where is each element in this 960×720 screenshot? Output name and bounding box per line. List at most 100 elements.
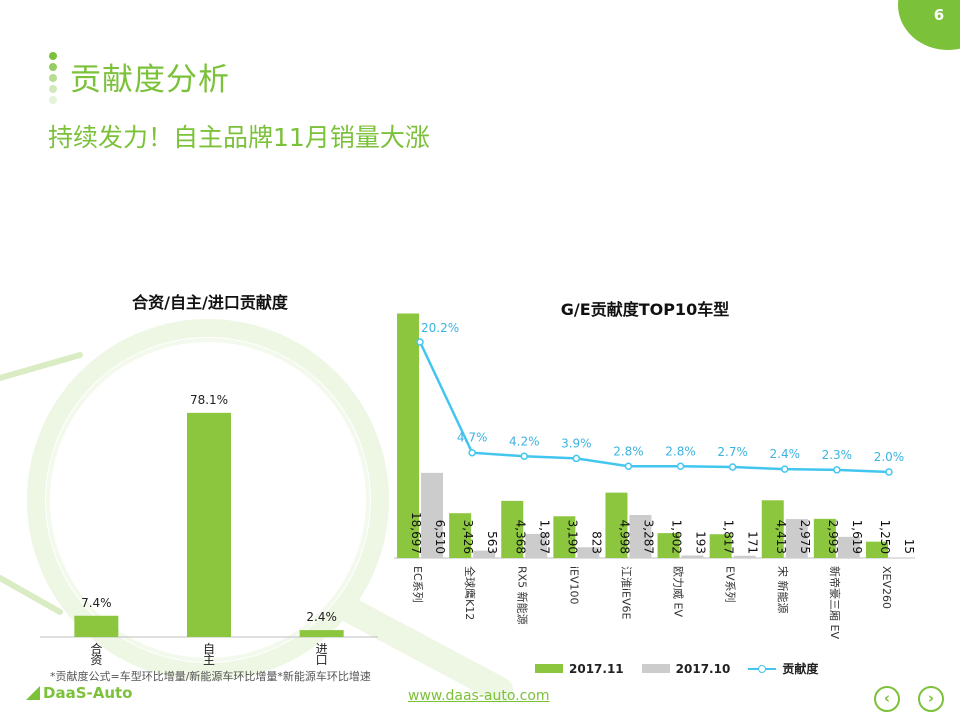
chart2-bar-2017-10 bbox=[681, 555, 704, 558]
chart2-bar-value-label: 2,993 bbox=[826, 520, 840, 554]
chart2-category-label: 全球鹰K12 bbox=[463, 566, 477, 620]
chart2-line-point bbox=[468, 448, 476, 457]
footnote: *贡献度公式=车型环比增量/新能源车环比增量*新能源车环比增速 bbox=[50, 670, 371, 683]
chart2-line-point bbox=[520, 452, 528, 461]
chart2-category-label: 宋 新能源 bbox=[776, 566, 790, 614]
chart2-bar-2017-10 bbox=[577, 547, 600, 558]
chart2-line-point bbox=[676, 462, 685, 471]
chart2-bar-value-label: 1,837 bbox=[537, 520, 551, 554]
chart2-bar-2017-10 bbox=[525, 533, 548, 558]
chart2-category-label: RX5 新能源 bbox=[515, 566, 529, 625]
chart1-category-label: 口 bbox=[316, 653, 328, 667]
chart2-line-label: 2.4% bbox=[770, 447, 801, 461]
chart2-bar-value-label: 1,817 bbox=[722, 520, 736, 554]
chart2-bar-value-label: 171 bbox=[746, 531, 760, 554]
title-dots-icon bbox=[49, 52, 59, 107]
chart2-bar-value-label: 563 bbox=[485, 531, 499, 554]
chart1-category-label: 合 bbox=[90, 641, 102, 656]
chart2-bar-2017-10 bbox=[473, 550, 496, 558]
chart2-line-label: 3.9% bbox=[561, 436, 592, 450]
chart2-line-label: 2.3% bbox=[822, 448, 853, 462]
chart2-line-label: 2.0% bbox=[874, 450, 905, 464]
chart2-title: G/E贡献度TOP10车型 bbox=[560, 300, 730, 319]
chart2-bar-2017-11 bbox=[813, 518, 836, 558]
chart1-data-label: 78.1% bbox=[190, 393, 228, 407]
chart2-line-label: 4.2% bbox=[509, 434, 540, 448]
chart2-bar-value-label: 193 bbox=[694, 531, 708, 554]
chart1-bar bbox=[74, 615, 119, 637]
chart1-category-label: 进 bbox=[316, 642, 328, 656]
chart2-bar-value-label: 3,287 bbox=[641, 520, 655, 554]
chart1-category-label: 自 bbox=[203, 642, 215, 656]
page-number: 6 bbox=[933, 6, 945, 24]
chart2-category-label: 欧力威 EV bbox=[672, 566, 685, 617]
legend-gray-swatch bbox=[641, 664, 670, 673]
chart2-bar-2017-11 bbox=[501, 500, 524, 558]
chart2-bar-2017-11 bbox=[553, 516, 576, 558]
chart2-bar-2017-11 bbox=[449, 513, 472, 558]
chart2-line-label: 2.8% bbox=[613, 444, 644, 458]
logo: DaaS-Auto bbox=[26, 684, 133, 702]
chart2-line-point bbox=[781, 465, 789, 473]
chart2-bar-2017-10 bbox=[733, 555, 756, 558]
legend-label: 贡献度 bbox=[782, 662, 819, 676]
chart2-bar-value-label: 15 bbox=[902, 539, 916, 554]
chart2-category-label: 新帝豪三厢 EV bbox=[828, 566, 842, 639]
legend-item-contribution: 贡献度 bbox=[748, 660, 818, 677]
legend-line-swatch bbox=[748, 664, 777, 673]
chart2-bar-2017-11 bbox=[397, 313, 420, 558]
chart2-bar-2017-10 bbox=[421, 472, 444, 558]
chart2-line-point bbox=[416, 338, 424, 346]
chart2-category-label: 江淮iEV6E bbox=[619, 566, 632, 620]
chart2-bar-value-label: 4,413 bbox=[774, 520, 788, 554]
page-title: 贡献度分析 bbox=[70, 62, 230, 98]
next-page-button[interactable]: › bbox=[918, 686, 944, 712]
chart2-bar-value-label: 3,190 bbox=[565, 520, 579, 554]
chart2-bar-2017-11 bbox=[761, 500, 784, 558]
chart2-bar-value-label: 1,619 bbox=[850, 520, 864, 554]
chart1-data-label: 2.4% bbox=[306, 610, 337, 624]
chart2-line-label: 2.8% bbox=[665, 444, 696, 458]
chart2-bar-value-label: 2,975 bbox=[798, 520, 812, 554]
chart1-data-label: 7.4% bbox=[81, 596, 112, 610]
legend-label: 2017.11 bbox=[569, 661, 624, 676]
chart2-bar-2017-11 bbox=[605, 492, 628, 558]
chart1-bar bbox=[187, 412, 231, 637]
chart2-line-point bbox=[624, 462, 633, 471]
logo-mark-icon bbox=[26, 686, 40, 700]
chart2-category-label: EC系列 bbox=[411, 566, 425, 603]
chart2-category-label: iEV100 bbox=[567, 566, 580, 605]
chart2-bar-value-label: 18,697 bbox=[409, 512, 423, 554]
chart2-bar-2017-11 bbox=[865, 541, 888, 558]
chart2-line-point bbox=[885, 468, 893, 476]
legend-item-2017-10: 2017.10 bbox=[641, 661, 731, 676]
chart2-bar-value-label: 4,368 bbox=[513, 520, 527, 554]
prev-page-button[interactable]: ‹ bbox=[874, 686, 900, 712]
chart2-line-point bbox=[833, 466, 841, 474]
chart1-title: 合资/自主/进口贡献度 bbox=[132, 293, 288, 312]
chart1-category-label: 资 bbox=[90, 653, 102, 667]
chart2-line-label: 4.7% bbox=[457, 431, 488, 445]
chart2-bar-value-label: 4,998 bbox=[617, 520, 631, 554]
chart2-line-label: 20.2% bbox=[421, 321, 459, 335]
chart2-bar-2017-11 bbox=[709, 534, 732, 558]
chart2-bar-2017-10 bbox=[629, 515, 652, 558]
legend-green-swatch bbox=[535, 664, 563, 673]
chart2-bar-value-label: 823 bbox=[589, 531, 603, 554]
legend-label: 2017.10 bbox=[675, 661, 731, 676]
chart2-bar-2017-11 bbox=[657, 533, 680, 558]
website-link[interactable]: www.daas-auto.com bbox=[408, 688, 550, 704]
chart2-line-point bbox=[728, 463, 737, 471]
chart2-legend: 2017.11 2017.10 贡献度 bbox=[535, 660, 836, 677]
chart2-category-label: EV系列 bbox=[724, 566, 738, 602]
logo-text: DaaS-Auto bbox=[43, 684, 133, 702]
chart2-bar-2017-10 bbox=[785, 519, 808, 558]
chart2-contribution-line bbox=[418, 341, 890, 474]
chart2-bar-2017-10 bbox=[837, 536, 860, 558]
chart2-category-label: XEV260 bbox=[880, 566, 893, 609]
chart2-bar-value-label: 3,426 bbox=[461, 520, 475, 554]
chart2-line-label: 2.7% bbox=[717, 445, 748, 459]
chart2-line-point bbox=[572, 454, 581, 463]
